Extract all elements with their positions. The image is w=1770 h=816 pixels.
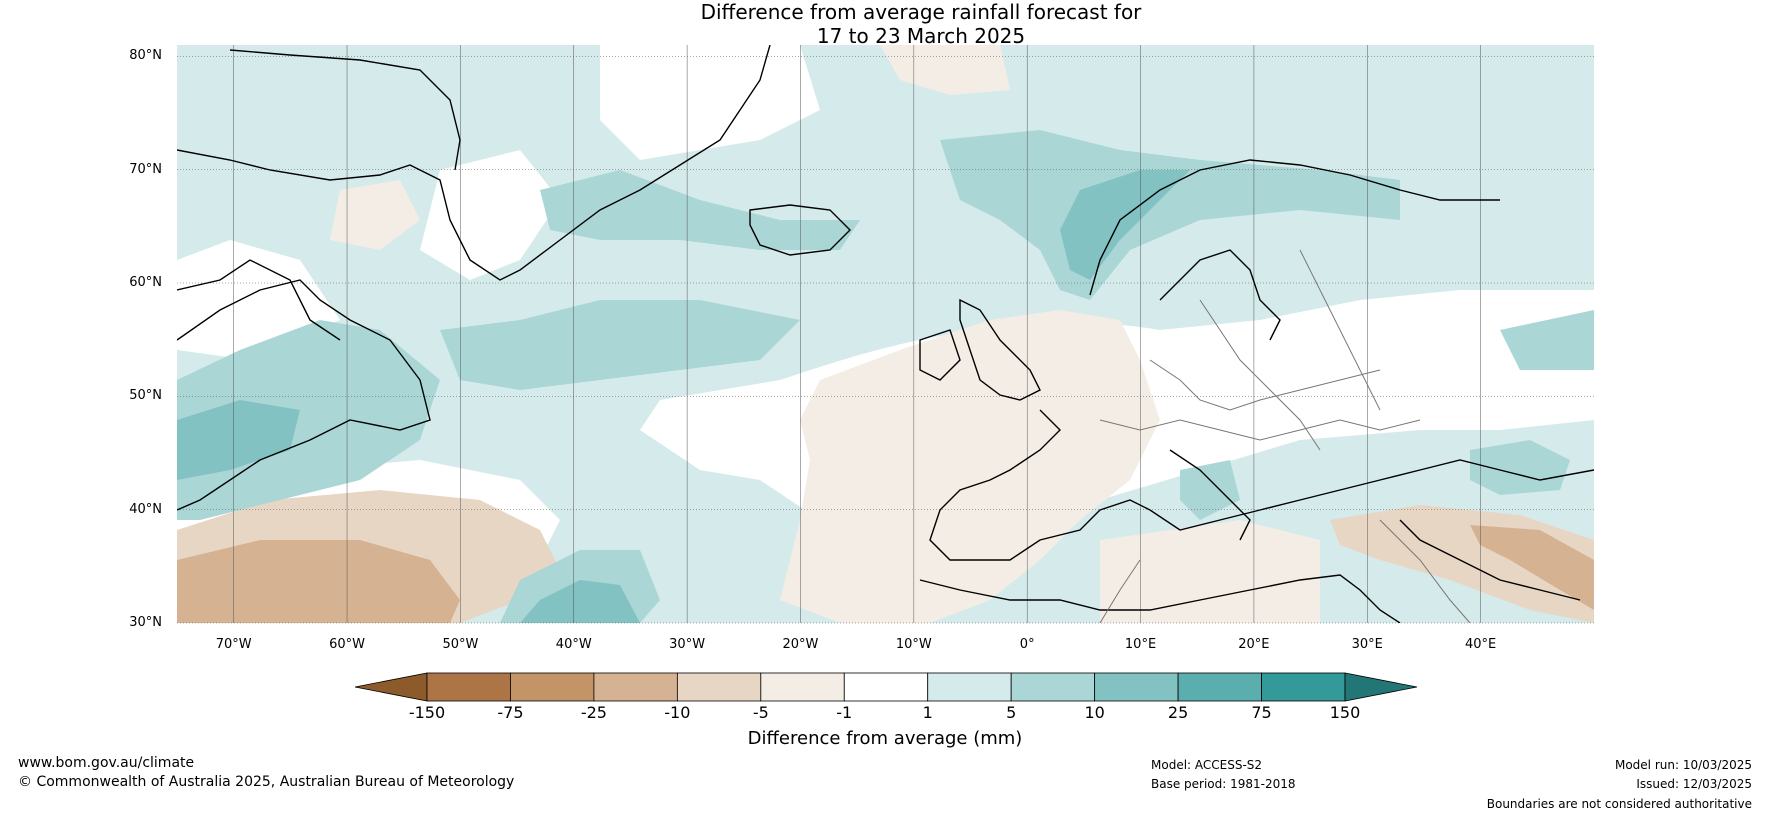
longitude-label: 30°E: [1351, 637, 1383, 652]
latitude-label: 30°N: [129, 615, 162, 630]
colorbar-tick-label: 1: [922, 703, 933, 722]
border-1: [1099, 419, 1421, 441]
africa-coast: [919, 574, 1401, 623]
field-teal-iceland: [540, 170, 860, 250]
colorbar-tick-label: -5: [752, 703, 769, 722]
field-teal-midatl: [440, 300, 800, 390]
field-teal-atlantic-south-dark: [520, 580, 640, 623]
longitude-label: 20°E: [1238, 637, 1270, 652]
field-teal-caspian: [1500, 310, 1594, 370]
longitude-label: 30°W: [669, 637, 706, 652]
longitude-label: 0°: [1019, 637, 1035, 652]
longitude-label: 40°W: [555, 637, 592, 652]
field-teal-norway: [940, 130, 1400, 300]
norway-coast: [1089, 159, 1500, 296]
greenland-coast: [177, 45, 771, 281]
map-field: [177, 45, 1594, 623]
field-lightbrown-arctic: [880, 45, 1010, 95]
longitude-label: 20°W: [782, 637, 819, 652]
latitude-label: 80°N: [129, 48, 162, 64]
footer-base-period: Base period: 1981-2018: [1151, 777, 1296, 791]
footer-model: Model: ACCESS-S2: [1151, 758, 1263, 772]
title-line-2: 17 to 23 March 2025: [816, 24, 1026, 48]
field-teal-norway-dark: [1060, 170, 1190, 280]
border-3: [1199, 299, 1321, 451]
europe-coast: [929, 409, 1594, 561]
border-4: [1299, 249, 1381, 411]
borders: [1099, 249, 1471, 623]
latitude-label: 70°N: [129, 161, 162, 177]
footer-model-run: Model run: 10/03/2025: [1614, 758, 1752, 772]
canada-coast: [177, 279, 431, 511]
scandinavia-south: [1159, 249, 1281, 341]
longitude-label: 10°E: [1124, 637, 1157, 652]
colorbar-tick-label: 10: [1084, 703, 1105, 722]
colorbar-label: Difference from average (mm): [747, 728, 1023, 749]
field-white-greenland: [420, 150, 560, 280]
field-lightbrown-north-atl: [330, 180, 420, 250]
longitude-label: 50°W: [442, 637, 479, 652]
field-teal-adriatic: [1180, 460, 1240, 520]
latitude-label: 40°N: [129, 501, 162, 517]
graticule: [177, 45, 1594, 624]
uk-coast: [959, 298, 1041, 401]
coastlines: [177, 45, 1594, 623]
italy-coast: [1169, 449, 1251, 541]
longitude-label: 10°W: [895, 637, 932, 652]
footer-disclaimer: Boundaries are not considered authoritat…: [1486, 797, 1752, 811]
border-5: [1379, 519, 1471, 623]
title-line-1: Difference from average rainfall forecas…: [700, 0, 1142, 24]
border-6: [1099, 559, 1141, 623]
footer-issued: Issued: 12/03/2025: [1636, 777, 1752, 791]
iceland-coast: [749, 204, 851, 256]
longitude-label: 60°W: [329, 637, 365, 652]
colorbar-tick-label: -25: [580, 703, 607, 722]
middle-east-coast: [1399, 519, 1581, 601]
footer-copyright: © Commonwealth of Australia 2025, Austra…: [18, 774, 515, 790]
border-2: [1149, 359, 1381, 411]
colorbar-tick-label: 150: [1329, 703, 1361, 722]
longitude-label: 40°E: [1464, 637, 1497, 652]
chart-title: Difference from average rainfall forecas…: [0, 0, 1770, 48]
colorbar-tick-label: -75: [497, 703, 524, 722]
labrador-coast: [177, 259, 341, 341]
latitude-label: 60°N: [129, 275, 162, 290]
footer-website[interactable]: www.bom.gov.au/climate: [18, 755, 195, 771]
colorbar-tick-label: 75: [1251, 703, 1272, 722]
field-teal-labrador-dark: [177, 400, 300, 480]
colorbar-tick-label: 25: [1167, 703, 1189, 722]
field-brown-mideast: [1470, 525, 1594, 610]
colorbar-tick-label: -10: [664, 703, 691, 722]
colorbar-tick-label: 5: [1006, 703, 1017, 722]
ireland-coast: [919, 329, 961, 381]
colorbar-tick-label: -1: [836, 703, 853, 722]
longitude-label: 70°W: [215, 637, 252, 652]
field-lightbrown-west-europe: [780, 310, 1160, 623]
field-brown-sw: [177, 540, 460, 623]
greenland-north: [229, 49, 461, 171]
latitude-label: 50°N: [129, 388, 162, 404]
field-white-north: [600, 45, 820, 160]
colorbar-tick-label: -150: [408, 703, 446, 722]
field-teal-black-sea: [1470, 440, 1570, 495]
field-lightbrown-africa: [1100, 520, 1320, 623]
field-teal-labrador: [177, 320, 440, 520]
